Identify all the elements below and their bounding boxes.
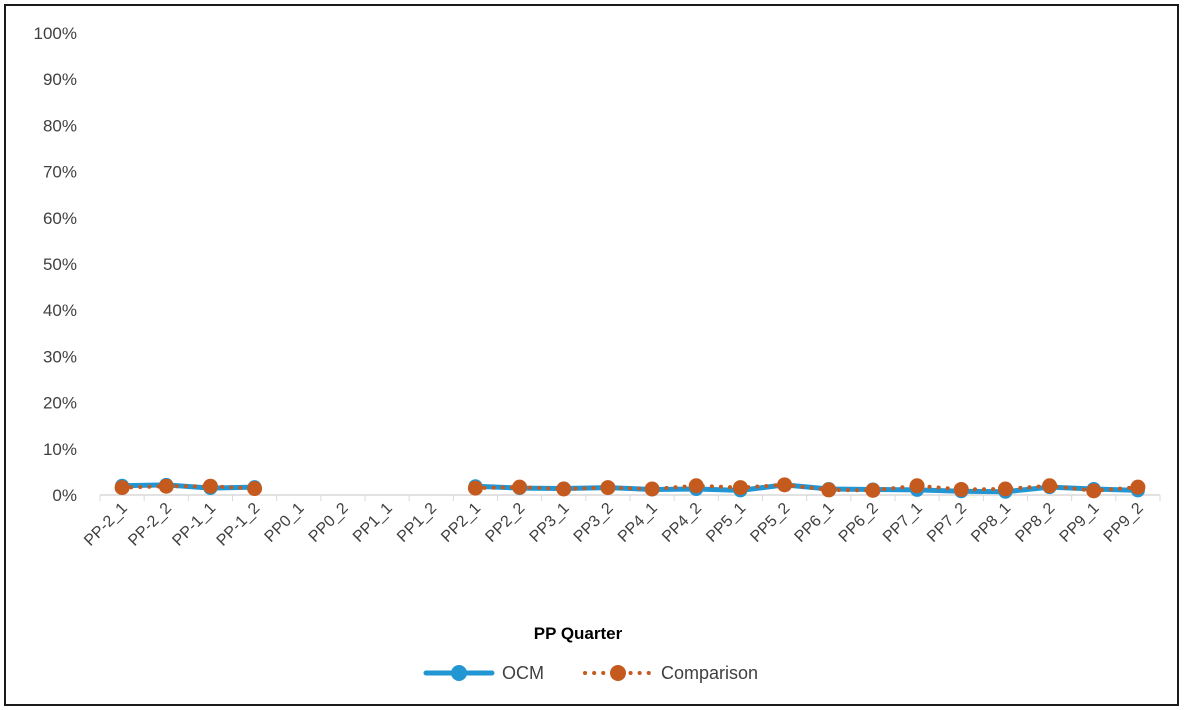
chart-frame	[4, 4, 1179, 706]
x-tick-label: PP1_2	[394, 500, 440, 546]
legend-swatch-marker	[451, 665, 467, 681]
x-tick-label: PP7_1	[880, 500, 926, 546]
y-axis: 0% 10% 20% 30% 40% 50% 60% 70% 80% 90% 100%	[34, 24, 77, 505]
x-tick-label: PP7_2	[924, 500, 970, 546]
x-tick-label: PP6_1	[792, 500, 838, 546]
y-tick-label: 50%	[43, 255, 77, 274]
x-tick-label: PP3_1	[527, 500, 573, 546]
x-tick-label: PP0_2	[306, 500, 352, 546]
x-tick-label: PP9_2	[1101, 500, 1147, 546]
data-point	[1042, 478, 1058, 494]
data-point	[600, 480, 616, 496]
y-tick-label: 70%	[43, 163, 77, 182]
y-tick-label: 90%	[43, 70, 77, 89]
x-tick-label: PP5_2	[747, 500, 793, 546]
legend-item-comparison: Comparison	[583, 663, 758, 683]
legend-swatch-marker	[610, 665, 626, 681]
data-point	[688, 478, 704, 494]
x-tick-label: PP4_2	[659, 500, 705, 546]
x-tick-label: PP3_2	[571, 500, 617, 546]
data-point	[732, 480, 748, 496]
data-point	[467, 480, 483, 496]
y-tick-label: 60%	[43, 209, 77, 228]
data-point	[1086, 483, 1102, 499]
x-tick-label: PP4_1	[615, 500, 661, 546]
x-tick-label: PP2_2	[482, 500, 528, 546]
data-point	[644, 481, 660, 497]
legend-label: Comparison	[661, 663, 758, 683]
y-tick-label: 100%	[34, 24, 77, 43]
x-tick-label: PP1_1	[350, 500, 396, 546]
data-point	[997, 481, 1013, 497]
legend: OCM Comparison	[423, 663, 758, 683]
data-point	[114, 480, 130, 496]
data-point	[247, 481, 263, 497]
series-line	[473, 482, 1140, 493]
x-tick-label: PP0_1	[262, 500, 308, 546]
x-tick-label: PP2_1	[438, 500, 484, 546]
data-point	[909, 478, 925, 494]
x-tick-label: PP6_2	[836, 500, 882, 546]
x-tick-label: PP-2_2	[125, 500, 175, 550]
x-tick-label: PP-1_2	[214, 500, 264, 550]
series-layer	[114, 477, 1146, 499]
x-tick-label: PP8_2	[1012, 500, 1058, 546]
x-axis: PP-2_1PP-2_2PP-1_1PP-1_2PP0_1PP0_2PP1_1P…	[81, 494, 1161, 550]
legend-label: OCM	[502, 663, 544, 683]
x-tick-label: PP9_1	[1057, 500, 1103, 546]
x-tick-label: PP5_1	[703, 500, 749, 546]
y-tick-label: 20%	[43, 394, 77, 413]
data-point	[158, 478, 174, 494]
data-point	[202, 478, 218, 494]
x-tick-label: PP8_1	[968, 500, 1014, 546]
series-line	[120, 484, 257, 491]
data-point	[512, 479, 528, 495]
legend-item-ocm: OCM	[423, 663, 544, 683]
y-tick-label: 10%	[43, 440, 77, 459]
x-tick-label: PP-1_1	[169, 500, 219, 550]
data-point	[777, 477, 793, 493]
x-axis-title: PP Quarter	[534, 624, 623, 643]
data-point	[953, 481, 969, 497]
y-tick-label: 30%	[43, 347, 77, 366]
y-tick-label: 0%	[52, 486, 77, 505]
x-tick-label: PP-2_1	[81, 500, 131, 550]
data-point	[821, 482, 837, 498]
series-comparison	[114, 477, 1146, 499]
y-tick-label: 40%	[43, 301, 77, 320]
data-point	[865, 482, 881, 498]
data-point	[556, 481, 572, 497]
data-point	[1130, 479, 1146, 495]
y-tick-label: 80%	[43, 116, 77, 135]
